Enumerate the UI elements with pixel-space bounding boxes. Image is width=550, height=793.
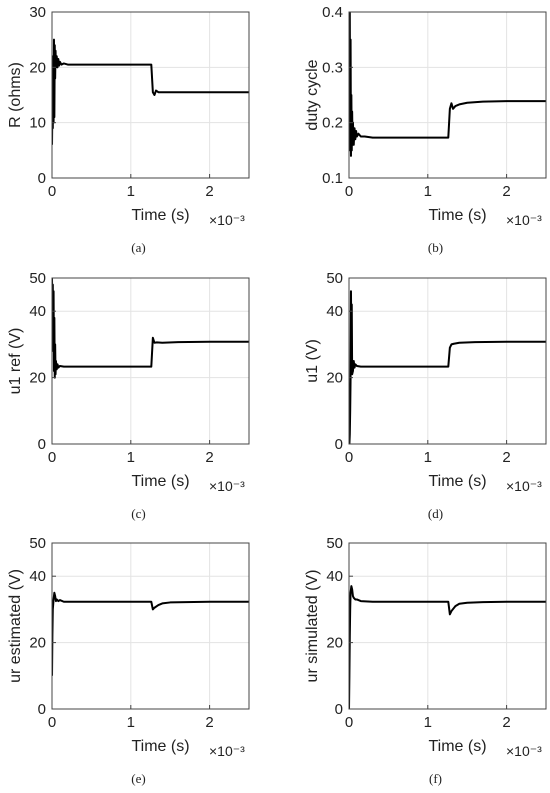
- x-scale-label: ×10⁻³: [506, 478, 542, 494]
- series-line-0: [349, 585, 546, 709]
- y-tick-label: 40: [29, 303, 46, 320]
- x-axis-label: Time (s): [131, 207, 189, 224]
- x-tick-label: 1: [127, 714, 135, 731]
- x-axis-label: Time (s): [131, 738, 189, 755]
- x-tick-label: 1: [424, 714, 432, 731]
- y-tick-label: 0.4: [322, 4, 343, 21]
- panel-b: 0 1 2 0.1 0.2 0.3 0.4 Time (s) ×10⁻³ duty cycle (b…: [304, 4, 547, 255]
- y-tick-label: 40: [326, 568, 343, 585]
- axes-box: [51, 277, 250, 445]
- y-tick-label: 50: [326, 535, 343, 552]
- y-tick-label: 30: [29, 4, 46, 21]
- x-tick-label: 1: [127, 449, 135, 466]
- plot-area: [349, 278, 546, 444]
- panel-caption: (d): [428, 506, 443, 521]
- panel-caption: (e): [131, 771, 145, 786]
- axes-box: [51, 11, 250, 179]
- y-tick-label: 0: [335, 436, 343, 453]
- x-scale-label: ×10⁻³: [506, 743, 542, 759]
- plot-area: [52, 12, 249, 178]
- panel-caption: (f): [429, 771, 442, 786]
- y-tick-label: 20: [326, 635, 343, 652]
- x-tick-label: 1: [127, 183, 135, 200]
- x-tick-label: 2: [502, 449, 510, 466]
- y-tick-label: 0: [38, 436, 46, 453]
- x-axis-label: Time (s): [428, 473, 486, 490]
- axes-box: [348, 11, 547, 179]
- series-line-0: [52, 591, 249, 676]
- y-tick-label: 0: [38, 701, 46, 718]
- y-tick-label: 50: [29, 535, 46, 552]
- y-tick-label: 0: [335, 701, 343, 718]
- x-scale-label: ×10⁻³: [209, 743, 245, 759]
- series-line-0: [349, 12, 546, 157]
- x-tick-label: 2: [205, 714, 213, 731]
- plot-area: [52, 543, 249, 709]
- series-line-0: [52, 278, 249, 379]
- x-tick-label: 0: [48, 449, 56, 466]
- plot-area: [349, 12, 546, 178]
- x-scale-label: ×10⁻³: [209, 212, 245, 228]
- x-axis-label: Time (s): [428, 207, 486, 224]
- panel-caption: (a): [131, 240, 145, 255]
- x-tick-label: 2: [502, 714, 510, 731]
- y-tick-label: 20: [29, 370, 46, 387]
- plot-area: [52, 278, 249, 444]
- x-scale-label: ×10⁻³: [506, 212, 542, 228]
- panel-caption: (c): [131, 506, 145, 521]
- y-tick-label: 0.1: [322, 170, 343, 187]
- y-axis-label: u1 (V): [304, 339, 321, 383]
- x-tick-label: 1: [424, 449, 432, 466]
- plot-area: [349, 543, 546, 709]
- y-tick-label: 0.3: [322, 59, 343, 76]
- axes-box: [348, 277, 547, 445]
- y-tick-label: 0: [38, 170, 46, 187]
- y-tick-label: 0.2: [322, 115, 343, 132]
- series-line-0: [349, 290, 546, 444]
- x-scale-label: ×10⁻³: [209, 478, 245, 494]
- y-axis-label: ur simulated (V): [304, 570, 321, 683]
- y-tick-label: 40: [29, 568, 46, 585]
- y-axis-label: ur estimated (V): [7, 569, 24, 683]
- y-axis-label: duty cycle: [304, 59, 321, 130]
- y-axis-label: u1 ref (V): [7, 328, 24, 395]
- y-axis-label: R (ohms): [7, 62, 24, 128]
- y-tick-label: 50: [326, 270, 343, 287]
- x-axis-label: Time (s): [131, 473, 189, 490]
- x-tick-label: 0: [345, 449, 353, 466]
- axes-box: [51, 542, 250, 710]
- x-axis-label: Time (s): [428, 738, 486, 755]
- y-tick-label: 50: [29, 270, 46, 287]
- x-tick-label: 2: [205, 449, 213, 466]
- x-tick-label: 0: [48, 183, 56, 200]
- x-tick-label: 2: [502, 183, 510, 200]
- y-tick-label: 40: [326, 303, 343, 320]
- x-tick-label: 2: [205, 183, 213, 200]
- y-tick-label: 20: [29, 59, 46, 76]
- y-tick-label: 20: [326, 370, 343, 387]
- x-tick-label: 1: [424, 183, 432, 200]
- axes-box: [348, 542, 547, 710]
- series-line-0: [52, 38, 249, 145]
- x-tick-label: 0: [48, 714, 56, 731]
- panel-caption: (b): [428, 240, 443, 255]
- x-tick-label: 0: [345, 714, 353, 731]
- y-tick-label: 10: [29, 115, 46, 132]
- y-tick-label: 20: [29, 635, 46, 652]
- x-tick-label: 0: [345, 183, 353, 200]
